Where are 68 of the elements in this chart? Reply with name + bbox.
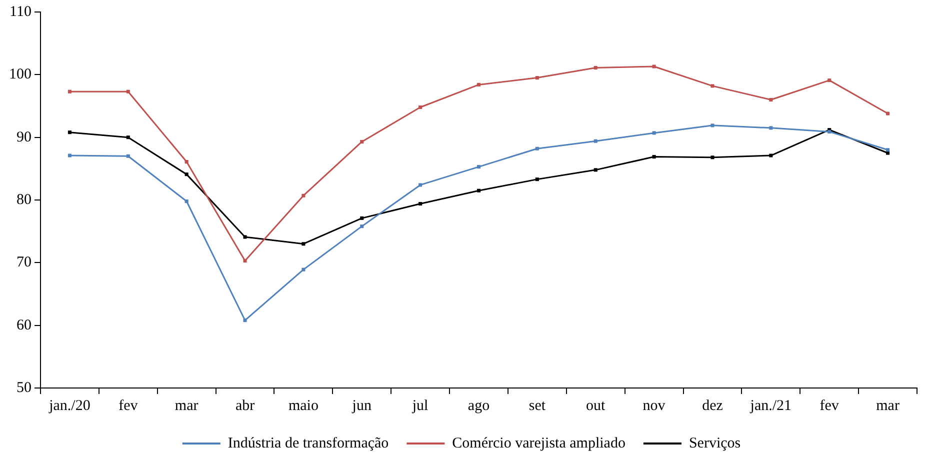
y-tick-label: 90 — [16, 129, 32, 146]
x-tick-label: jun — [351, 398, 372, 414]
x-tick-label: fev — [118, 398, 138, 414]
legend-label: Comércio varejista ampliado — [452, 435, 626, 452]
point — [828, 78, 832, 82]
point — [535, 146, 539, 150]
x-tick-label: jan./20 — [48, 398, 90, 414]
x-tick-label: mar — [876, 398, 900, 414]
point — [184, 199, 188, 204]
point — [126, 90, 130, 94]
y-tick-label: 100 — [9, 66, 32, 83]
x-tick-label: jan./21 — [749, 398, 792, 414]
x-tick-label: mar — [174, 398, 198, 414]
point — [769, 126, 773, 130]
x-tick-label: nov — [642, 398, 666, 414]
point — [302, 242, 306, 246]
point — [710, 124, 714, 128]
x-tick-label: out — [586, 398, 606, 414]
point — [652, 64, 656, 68]
x-tick-label: jul — [411, 398, 428, 414]
x-tick-label: abr — [235, 398, 255, 414]
point — [360, 216, 364, 220]
y-tick-label: 50 — [16, 380, 32, 396]
point — [184, 160, 188, 164]
point — [476, 188, 481, 192]
x-tick-label: maio — [288, 398, 318, 414]
point — [535, 76, 539, 80]
point — [302, 268, 306, 272]
point — [302, 194, 306, 198]
y-tick-label: 80 — [16, 192, 32, 208]
point — [594, 139, 598, 143]
point — [418, 183, 422, 187]
point — [126, 154, 130, 158]
point — [476, 82, 481, 86]
point — [886, 112, 890, 116]
point — [243, 235, 247, 239]
x-tick-label: ago — [468, 398, 490, 414]
point — [68, 90, 72, 94]
point — [68, 154, 72, 158]
point — [886, 151, 890, 155]
point — [68, 130, 72, 134]
point — [594, 66, 598, 70]
point — [418, 105, 422, 110]
point — [652, 154, 656, 159]
point — [476, 165, 481, 169]
x-tick-label: dez — [702, 398, 724, 414]
point — [360, 140, 364, 144]
point — [126, 136, 130, 140]
point — [243, 318, 247, 322]
point — [652, 131, 656, 135]
point — [886, 148, 890, 152]
point — [184, 172, 188, 176]
point — [360, 224, 364, 228]
point — [594, 168, 598, 172]
y-tick-label: 60 — [16, 317, 32, 334]
point — [243, 259, 247, 263]
x-tick-label: set — [528, 398, 546, 414]
y-tick-label: 110 — [10, 4, 32, 20]
x-tick-label: fev — [820, 398, 840, 414]
point — [418, 202, 422, 206]
legend-label: Serviços — [688, 435, 741, 452]
point — [710, 156, 714, 160]
point — [535, 178, 539, 182]
legend-label: Indústria de transformação — [228, 435, 389, 452]
point — [769, 154, 773, 158]
point — [769, 98, 773, 102]
y-tick-label: 70 — [16, 254, 32, 271]
point — [710, 84, 714, 88]
